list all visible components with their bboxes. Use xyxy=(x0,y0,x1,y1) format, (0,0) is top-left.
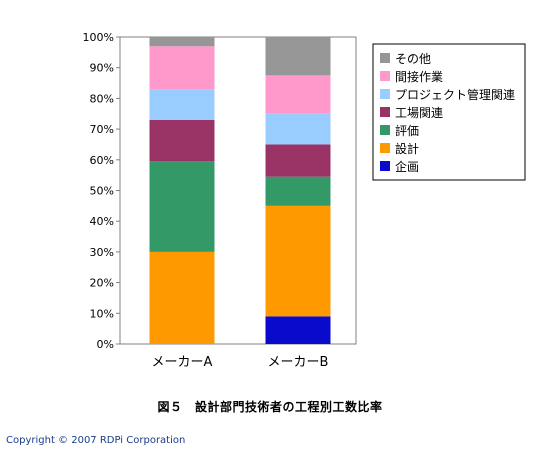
bar-segment xyxy=(149,161,215,252)
legend-label: プロジェクト管理関連 xyxy=(395,87,515,102)
legend-label: 企画 xyxy=(395,159,419,174)
bar-segment xyxy=(265,113,331,145)
x-category-label: メーカーB xyxy=(268,355,329,370)
bar-segment xyxy=(265,144,331,177)
y-tick-label: 40% xyxy=(90,215,114,228)
figure-caption: 図５ 設計部門技術者の工程別工数比率 xyxy=(157,400,383,414)
legend-swatch xyxy=(380,89,390,99)
y-tick-label: 90% xyxy=(90,62,114,75)
legend-swatch xyxy=(380,107,390,117)
bar-segment xyxy=(149,89,215,120)
copyright-text: Copyright © 2007 RDPi Corporation xyxy=(6,435,186,446)
y-tick-label: 0% xyxy=(97,338,114,351)
legend-box xyxy=(372,43,526,181)
y-tick-label: 30% xyxy=(90,246,114,259)
bar-segment xyxy=(149,37,215,47)
bar-segment xyxy=(149,119,215,162)
legend-swatch xyxy=(380,143,390,153)
bar-segment xyxy=(149,251,215,344)
y-tick-label: 60% xyxy=(90,154,114,167)
x-category-label: メーカーA xyxy=(152,355,213,370)
bar-segment xyxy=(265,75,331,114)
legend-label: 設計 xyxy=(395,141,419,156)
x-axis: メーカーA メーカーB xyxy=(152,355,329,370)
legend-label: その他 xyxy=(395,52,431,66)
bar-segment xyxy=(265,205,331,317)
legend-swatch xyxy=(380,53,390,63)
bars xyxy=(149,37,331,344)
y-tick-label: 20% xyxy=(90,277,114,290)
legend-label: 工場関連 xyxy=(395,106,443,120)
y-tick-label: 100% xyxy=(83,31,114,44)
legend-swatch xyxy=(380,161,390,171)
legend-label: 間接作業 xyxy=(395,69,443,84)
legend-swatch xyxy=(380,71,390,81)
stacked-bar-chart: 0%10%20%30%40%50%60%70%80%90%100% メーカーA メ… xyxy=(83,31,526,370)
legend-label: 評価 xyxy=(395,123,419,138)
bar-segment xyxy=(149,46,215,90)
bar-segment xyxy=(265,176,331,206)
y-tick-label: 10% xyxy=(90,307,114,320)
y-tick-label: 80% xyxy=(90,92,114,105)
bar-segment xyxy=(265,316,331,344)
bar-segment xyxy=(265,37,331,76)
y-tick-label: 50% xyxy=(90,185,114,198)
y-tick-label: 70% xyxy=(90,123,114,136)
legend-swatch xyxy=(380,125,390,135)
y-axis: 0% 10% 20% 30% 40% 50% 60% 70% 80% 90% 100% xyxy=(83,31,120,351)
